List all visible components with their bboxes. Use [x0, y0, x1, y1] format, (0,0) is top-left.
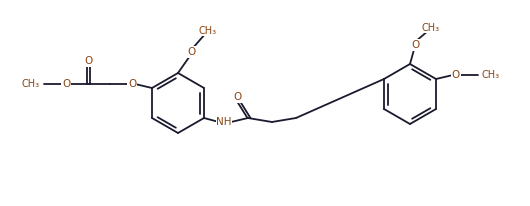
Text: CH₃: CH₃ [199, 26, 217, 36]
Text: CH₃: CH₃ [482, 70, 500, 80]
Text: O: O [234, 92, 242, 102]
Text: O: O [62, 79, 70, 89]
Text: O: O [411, 40, 419, 50]
Text: O: O [188, 47, 196, 57]
Text: O: O [128, 79, 136, 89]
Text: CH₃: CH₃ [22, 79, 40, 89]
Text: O: O [452, 70, 460, 80]
Text: NH: NH [216, 117, 232, 127]
Text: CH₃: CH₃ [422, 23, 440, 33]
Text: O: O [84, 56, 92, 66]
